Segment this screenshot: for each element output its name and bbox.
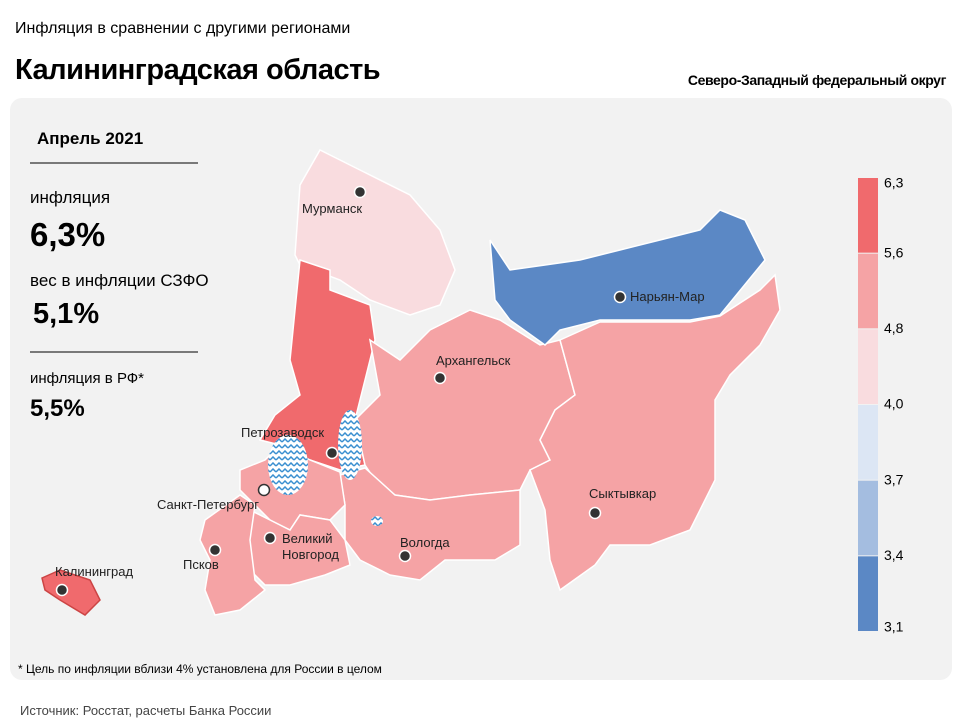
- legend-swatch: [858, 405, 878, 480]
- city-dot: [433, 371, 447, 385]
- region: [339, 467, 521, 581]
- weight-label: вес в инфляции СЗФО: [30, 271, 209, 290]
- city-label: Мурманск: [302, 201, 363, 216]
- legend-tick-label: 3,4: [884, 547, 904, 563]
- legend-swatch: [858, 480, 878, 556]
- city-label: Псков: [183, 557, 219, 572]
- legend-swatch: [858, 178, 878, 253]
- region: [294, 149, 456, 316]
- legend-tick-label: 3,1: [884, 619, 904, 635]
- city-dot: [257, 483, 271, 497]
- period: Апрель 2021: [37, 129, 144, 148]
- city-dot: [208, 543, 222, 557]
- rf-label: инфляция в РФ*: [30, 370, 145, 387]
- legend-tick-label: 6,3: [884, 175, 904, 191]
- city-label: Калининград: [55, 564, 134, 579]
- legend-swatch: [858, 329, 878, 404]
- title: Калининградская область: [15, 54, 381, 86]
- city-label: Вологда: [400, 535, 450, 550]
- city-dot: [588, 506, 602, 520]
- city-dot: [55, 583, 69, 597]
- legend-tick-label: 3,7: [884, 471, 904, 487]
- city-label: Великий Новгород: [282, 531, 339, 562]
- source: Источник: Росстат, расчеты Банка России: [20, 703, 272, 718]
- city-label: Сыктывкар: [589, 486, 657, 501]
- district: Северо-Западный федеральный округ: [687, 72, 946, 88]
- weight-value: 5,1%: [33, 298, 100, 330]
- lake: [268, 435, 308, 495]
- city-dot: [398, 549, 412, 563]
- footnote: * Цель по инфляции вблизи 4% установлена…: [18, 662, 382, 676]
- city-label: Санкт-Петербург: [157, 497, 259, 512]
- region: [41, 569, 101, 616]
- subtitle: Инфляция в сравнении с другими регионами: [15, 20, 351, 37]
- inflation-label: инфляция: [30, 188, 111, 207]
- inflation-value: 6,3%: [30, 216, 106, 253]
- lake: [371, 516, 383, 526]
- city-label: Архангельск: [436, 353, 511, 368]
- city-dot: [613, 290, 627, 304]
- lake: [338, 410, 362, 480]
- legend-tick-label: 4,0: [884, 396, 904, 412]
- city-dot: [263, 531, 277, 545]
- legend-tick-label: 5,6: [884, 244, 904, 260]
- city-label: Петрозаводск: [241, 425, 325, 440]
- legend-swatch: [858, 556, 878, 631]
- city-dot: [353, 185, 367, 199]
- region: [199, 494, 267, 616]
- city-label: Нарьян-Мар: [630, 289, 705, 304]
- rf-value: 5,5%: [30, 395, 85, 422]
- region: [489, 209, 766, 346]
- legend-tick-label: 4,8: [884, 320, 904, 336]
- city-dot: [325, 446, 339, 460]
- legend-swatch: [858, 253, 878, 329]
